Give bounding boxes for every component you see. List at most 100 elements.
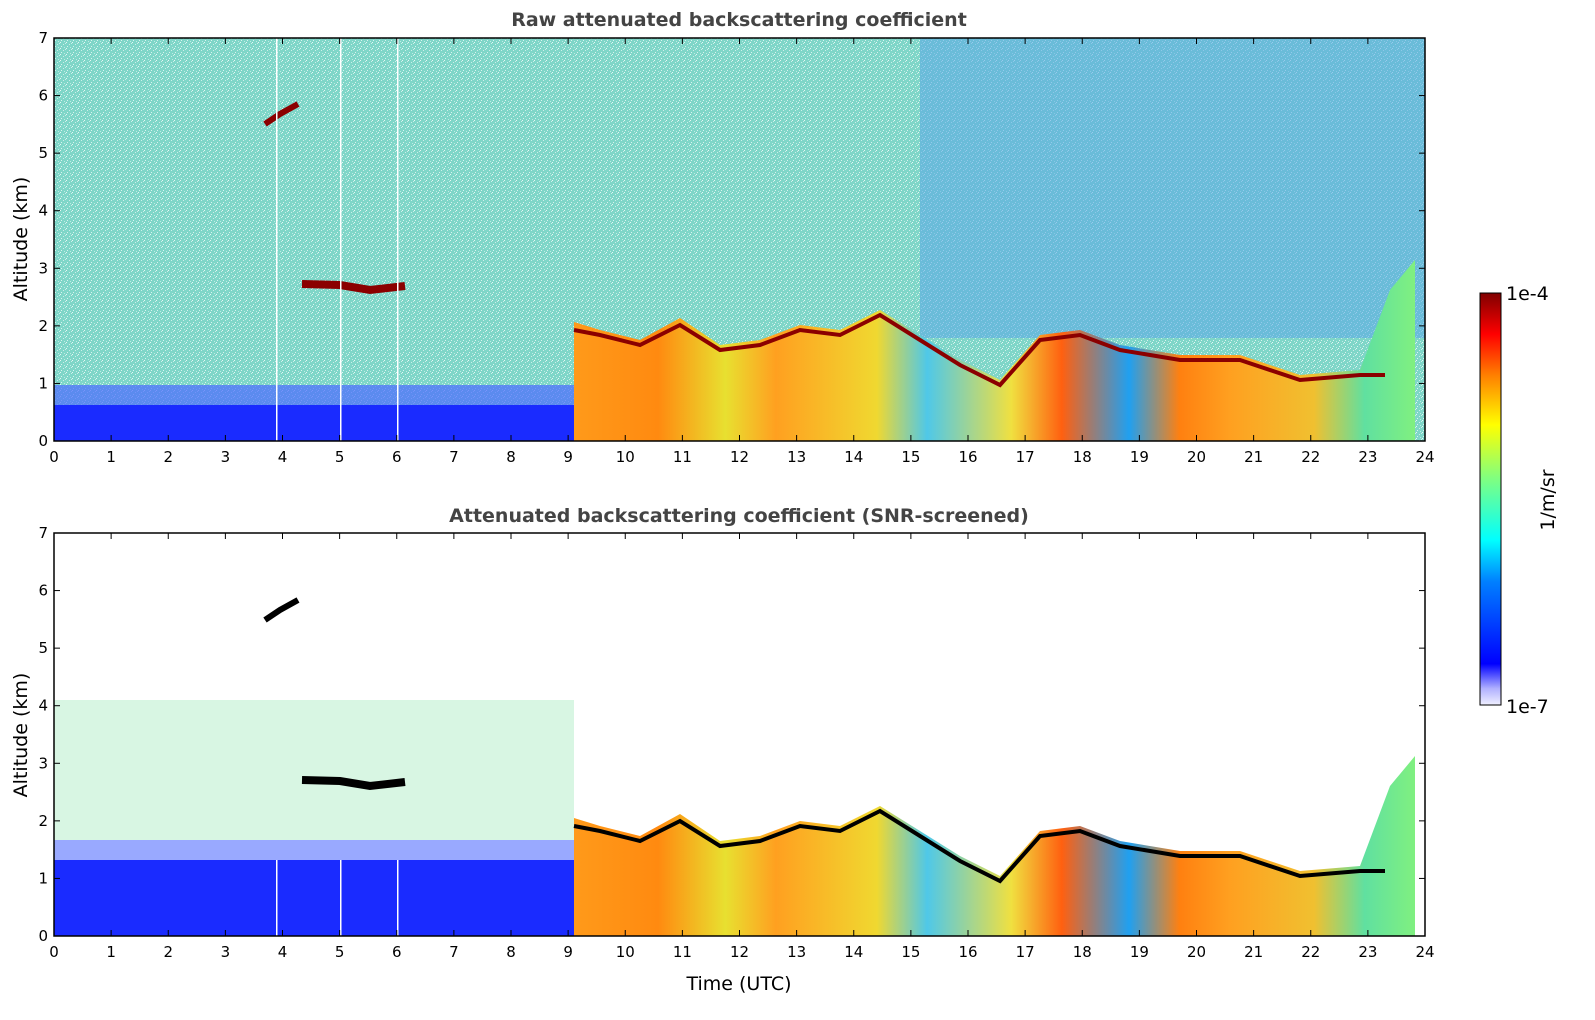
y-tick-label: 3	[38, 754, 48, 772]
x-tick-label: 5	[335, 448, 345, 466]
x-tick-label: 14	[844, 448, 863, 466]
clear-gap-6h	[397, 38, 399, 441]
boundary-layer	[54, 860, 574, 936]
x-tick-label: 15	[901, 448, 920, 466]
x-tick-label: 11	[673, 448, 692, 466]
colorbar-unit-label: 1/m/sr	[1537, 469, 1559, 530]
y-tick-label: 5	[38, 144, 48, 162]
x-tick-label: 13	[787, 943, 806, 961]
x-tick-label: 12	[730, 943, 749, 961]
x-tick-label: 4	[278, 448, 288, 466]
boundary-layer	[54, 405, 574, 441]
x-tick-label: 10	[616, 943, 635, 961]
chart-title: Raw attenuated backscattering coefficien…	[511, 9, 967, 31]
x-tick-label: 1	[106, 448, 116, 466]
x-tick-label: 9	[563, 448, 573, 466]
x-tick-label: 8	[506, 943, 516, 961]
panel-screened: Attenuated backscattering coefficient (S…	[10, 505, 1435, 995]
x-tick-label: 2	[163, 943, 173, 961]
aerosol-layer	[574, 756, 1415, 936]
x-tick-label: 22	[1301, 943, 1320, 961]
y-tick-label: 1	[38, 869, 48, 887]
y-tick-label: 6	[38, 582, 48, 600]
x-tick-label: 7	[449, 448, 459, 466]
clear-gap-4h	[276, 38, 278, 441]
x-tick-label: 22	[1301, 448, 1320, 466]
x-tick-label: 20	[1187, 448, 1206, 466]
y-tick-label: 6	[38, 87, 48, 105]
x-tick-label: 17	[1016, 943, 1035, 961]
chart-title: Attenuated backscattering coefficient (S…	[449, 505, 1029, 527]
x-tick-label: 20	[1187, 943, 1206, 961]
x-tick-label: 4	[278, 943, 288, 961]
y-tick-label: 4	[38, 697, 48, 715]
x-tick-label: 14	[844, 943, 863, 961]
x-tick-label: 19	[1130, 448, 1149, 466]
panel-raw: Raw attenuated backscattering coefficien…	[10, 9, 1435, 466]
x-tick-label: 12	[730, 448, 749, 466]
cloud-layer-5.6km	[263, 101, 300, 127]
boundary-layer-fade	[54, 840, 574, 860]
cloud-top-line	[573, 312, 1385, 388]
x-tick-label: 18	[1073, 943, 1092, 961]
x-tick-label: 3	[221, 943, 231, 961]
boundary-layer-fade	[54, 385, 574, 405]
plot-area	[54, 533, 1425, 936]
night-noise-band	[920, 38, 1425, 338]
x-tick-label: 16	[958, 448, 977, 466]
y-axis-label: Altitude (km)	[10, 177, 32, 302]
clear-gap-6h	[397, 860, 399, 936]
x-tick-label: 10	[616, 448, 635, 466]
x-tick-label: 0	[49, 943, 59, 961]
x-tick-label: 5	[335, 943, 345, 961]
x-tick-label: 11	[673, 943, 692, 961]
y-tick-label: 2	[38, 812, 48, 830]
cloud-top-line	[573, 808, 1385, 884]
x-tick-label: 15	[901, 943, 920, 961]
y-tick-label: 7	[38, 29, 48, 47]
x-tick-label: 6	[392, 448, 402, 466]
x-tick-label: 6	[392, 943, 402, 961]
x-tick-label: 16	[958, 943, 977, 961]
y-tick-label: 3	[38, 259, 48, 277]
aerosol-layer	[574, 260, 1415, 441]
clear-gap-4h	[276, 860, 278, 936]
clear-gap-5h	[340, 860, 342, 936]
x-tick-label: 8	[506, 448, 516, 466]
x-tick-label: 21	[1244, 943, 1263, 961]
x-tick-label: 7	[449, 943, 459, 961]
y-ticks: 0 1 2 3 4 5 6 7	[38, 29, 1425, 450]
colorbar-max-label: 1e-4	[1506, 283, 1549, 305]
y-tick-label: 1	[38, 374, 48, 392]
x-tick-label: 18	[1073, 448, 1092, 466]
y-tick-label: 0	[38, 927, 48, 945]
x-tick-label: 0	[49, 448, 59, 466]
y-ticks: 0 1 2 3 4 5 6 7	[38, 524, 1425, 945]
x-tick-label: 1	[106, 943, 116, 961]
x-axis-label: Time (UTC)	[685, 973, 791, 995]
x-tick-label: 2	[163, 448, 173, 466]
colorbar: 1e-4 1e-7 1/m/sr	[1479, 283, 1559, 718]
x-ticks: 0 1 2 3 4 5 6 7 8 9 10 11 12 13 14 15 16 17 18 19 20 21 22 23 24	[49, 38, 1435, 466]
y-tick-label: 4	[38, 202, 48, 220]
x-tick-label: 23	[1358, 448, 1377, 466]
cloud-layer-2.7km	[301, 776, 406, 791]
x-tick-label: 19	[1130, 943, 1149, 961]
x-tick-label: 13	[787, 448, 806, 466]
y-tick-label: 2	[38, 317, 48, 335]
x-ticks: 0 1 2 3 4 5 6 7 8 9 10 11 12 13 14 15 16 17 18 19 20 21 22 23 24	[49, 533, 1435, 961]
clear-gap-5h	[340, 38, 342, 441]
x-tick-label: 21	[1244, 448, 1263, 466]
x-tick-label: 23	[1358, 943, 1377, 961]
x-tick-label: 9	[563, 943, 573, 961]
y-tick-label: 0	[38, 432, 48, 450]
y-tick-label: 7	[38, 524, 48, 542]
colorbar-min-label: 1e-7	[1506, 696, 1549, 718]
x-tick-label: 17	[1016, 448, 1035, 466]
cloud-layer-2.7km	[301, 280, 406, 295]
y-tick-label: 5	[38, 639, 48, 657]
x-tick-label: 24	[1415, 943, 1434, 961]
sparse-aerosol	[54, 700, 574, 840]
x-tick-label: 3	[221, 448, 231, 466]
